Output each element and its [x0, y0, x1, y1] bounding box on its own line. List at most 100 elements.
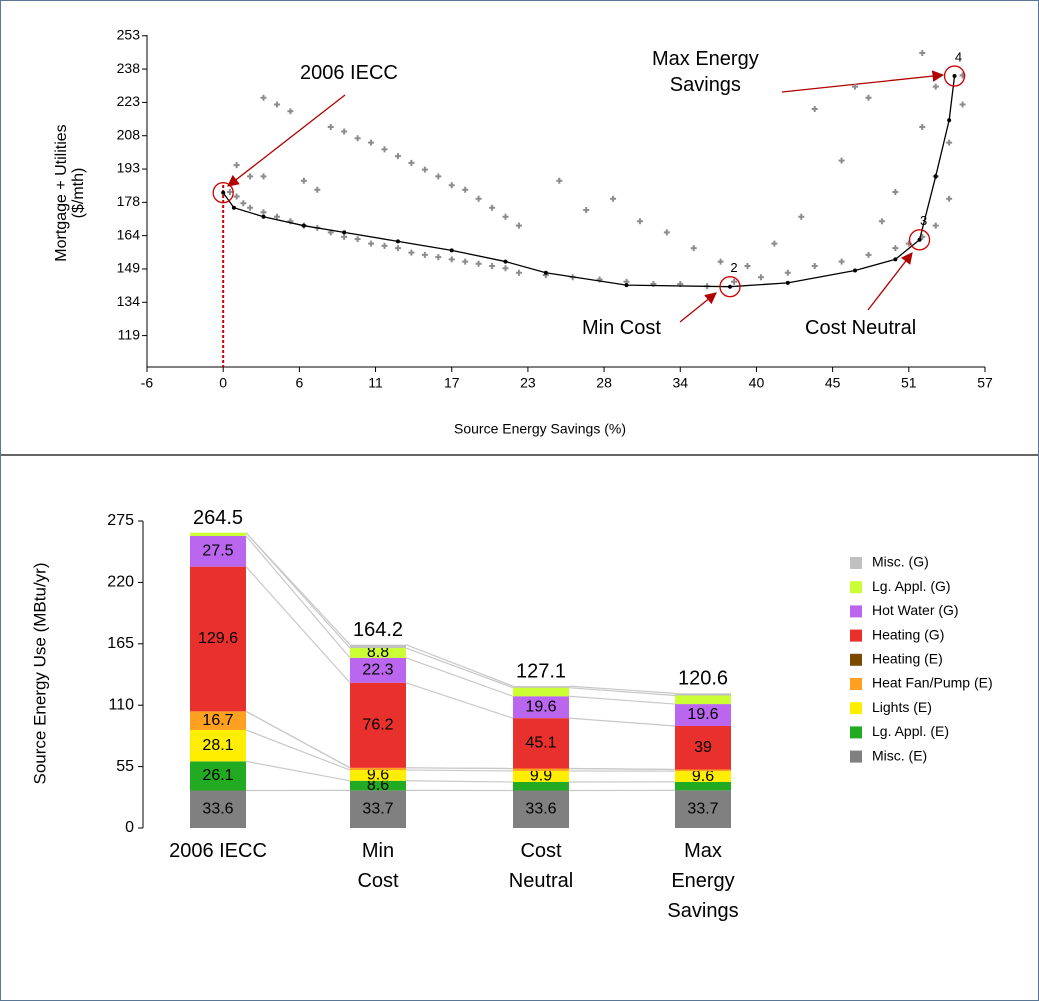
connector: [245, 710, 351, 769]
optimal-curve: [222, 75, 956, 288]
point-label: 2: [730, 260, 737, 275]
scatter-point: [784, 269, 791, 276]
data-label: 76.2: [362, 717, 393, 734]
data-label: 33.7: [362, 800, 393, 817]
data-label: 9.6: [367, 767, 389, 784]
scatter-point: [327, 123, 334, 130]
scatter-point: [892, 245, 899, 252]
connector: [405, 767, 514, 770]
scatter-point: [771, 240, 778, 247]
scatter-point: [260, 209, 267, 216]
x-tick-label: 17: [444, 375, 460, 391]
y-tick-label: 238: [117, 60, 141, 76]
connector: [405, 682, 514, 719]
curve-point: [503, 259, 508, 264]
scatter-point: [260, 94, 267, 101]
connector: [245, 535, 351, 659]
curve-point: [728, 284, 733, 289]
x-tick-label: 34: [672, 375, 688, 391]
bar-segment: [350, 648, 406, 658]
legend-swatch: [850, 581, 862, 594]
legend-label: Lights (E): [872, 699, 932, 715]
x-tick-label: 51: [901, 375, 917, 391]
data-label: 16.7: [202, 712, 233, 729]
legend-swatch: [850, 702, 862, 715]
legend-label: Hot Water (G): [872, 602, 959, 618]
scatter-point: [475, 260, 482, 267]
scatter-point: [368, 139, 375, 146]
scatter-point: [435, 254, 442, 261]
scatter-point: [394, 245, 401, 252]
curve-point: [933, 174, 938, 179]
x-tick-label: Min Cost: [357, 840, 399, 892]
total-label: 164.2: [353, 619, 403, 641]
x-tick-label: Cost Neutral: [508, 840, 574, 892]
y-tick-label: 193: [117, 160, 141, 176]
data-label: 26.1: [202, 767, 233, 784]
point-label: 3: [920, 213, 927, 228]
scatter-point: [583, 206, 590, 213]
connector: [568, 687, 676, 697]
scatter-point: [462, 186, 469, 193]
arrows: [227, 70, 945, 323]
total-label: 264.5: [193, 507, 243, 529]
scatter-point: [811, 263, 818, 270]
bar-segment: [190, 566, 246, 712]
scatter-point: [731, 278, 738, 285]
scatter-point: [744, 263, 751, 270]
scatter-point: [435, 173, 442, 180]
data-label: 9.6: [692, 768, 714, 785]
scatter-point: [946, 195, 953, 202]
bar-segment: [513, 782, 569, 791]
y-tick-label: 208: [117, 126, 141, 142]
connector: [245, 532, 351, 646]
y-tick-label: 110: [108, 696, 134, 713]
bar-segment: [350, 770, 406, 781]
scatter-point: [314, 186, 321, 193]
bar-segment: [350, 780, 406, 791]
connector: [245, 729, 351, 771]
x-tick-label: 6: [295, 375, 303, 391]
data-label: 19.6: [687, 706, 718, 723]
scatter-point: [408, 249, 415, 256]
legend-swatch: [850, 557, 862, 569]
x-tick-label: Max Energy Savings: [667, 840, 739, 922]
scatter-point: [865, 94, 872, 101]
scatter-point: [892, 189, 899, 196]
x-tick-label: 0: [219, 375, 227, 391]
x-tick-label: 2006 IECC: [169, 840, 267, 862]
scatter-point: [462, 258, 469, 265]
bar-segment: [190, 535, 246, 567]
curve-point: [449, 248, 454, 253]
curve-point: [231, 205, 236, 210]
data-label: 28.1: [202, 737, 233, 754]
bar-segment: [513, 718, 569, 769]
bar-segment: [675, 781, 731, 791]
curve-point: [785, 280, 790, 285]
scatter-point: [489, 204, 496, 211]
scatter-point: [381, 146, 388, 153]
y-tick-label: 149: [117, 260, 141, 276]
scatter-point: [475, 195, 482, 202]
legend-label: Lg. Appl. (G): [872, 578, 951, 594]
x-tick-label: 57: [977, 375, 993, 391]
highlight-circle: [212, 182, 234, 204]
bar-segment: [513, 770, 569, 783]
y-axis-label: Source Energy Use (MBtu/yr): [30, 562, 50, 785]
bar-segment: [675, 769, 731, 772]
data-label: 33.6: [525, 800, 556, 817]
scatter-point: [811, 106, 818, 113]
scatter-point: [489, 263, 496, 270]
scatter-point: [341, 128, 348, 135]
legend-label: Heating (E): [872, 651, 943, 667]
x-tick-label: 11: [368, 375, 383, 391]
bar-segment: [513, 790, 569, 828]
y-tick-label: 119: [118, 326, 141, 342]
connector: [245, 566, 351, 684]
scatter-point: [663, 229, 670, 236]
bar-segment: [675, 790, 731, 828]
x-tick-label: 45: [825, 375, 841, 391]
scatter-point: [421, 166, 428, 173]
